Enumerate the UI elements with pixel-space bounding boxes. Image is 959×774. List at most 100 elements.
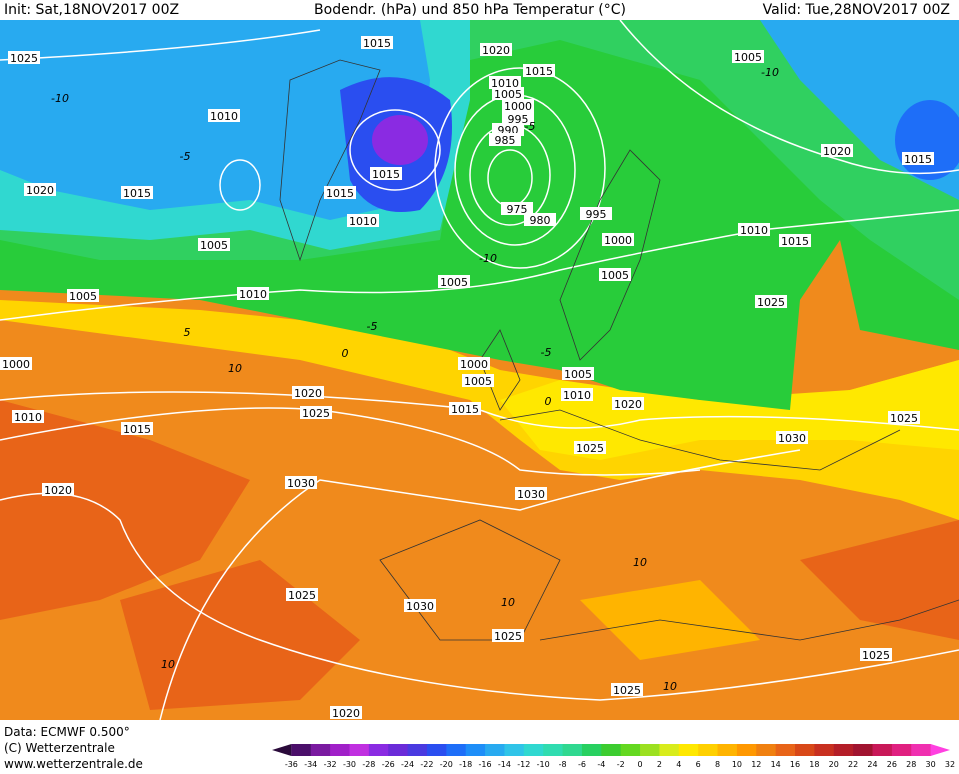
isobar-label: 1030: [517, 488, 545, 501]
isobar-label: 1025: [302, 407, 330, 420]
colorbar-swatch: [640, 744, 660, 756]
colorbar-tick-label: 22: [848, 760, 858, 769]
isobar-label: 1005: [464, 375, 492, 388]
colorbar-swatch: [523, 744, 544, 756]
isobar-label: 1005: [440, 276, 468, 289]
colorbar-arrow: [930, 744, 950, 756]
colorbar-tick-label: 14: [771, 760, 781, 769]
isobar-label: 1015: [123, 187, 151, 200]
isobar-label-box: [501, 202, 533, 215]
isobar-label-box: [561, 388, 593, 401]
colorbar-tick-label: -16: [479, 760, 492, 769]
colorbar-tick-label: -6: [578, 760, 586, 769]
isobar-label: 1015: [363, 37, 391, 50]
colorbar-swatch: [756, 744, 777, 756]
colorbar-swatch: [736, 744, 757, 756]
colorbar-tick-label: 2: [657, 760, 662, 769]
isobar-label-box: [458, 357, 490, 370]
isobar-label-box: [438, 275, 470, 288]
isobar-label: 1005: [200, 239, 228, 252]
isobar-label: 1030: [778, 432, 806, 445]
colorbar-swatch: [388, 744, 409, 756]
isobar-label: 1010: [740, 224, 768, 237]
isobar-label: 1025: [757, 296, 785, 309]
data-source: Data: ECMWF 0.500°: [4, 725, 130, 739]
colorbar-swatch: [620, 744, 641, 756]
isobar-label: 1025: [576, 442, 604, 455]
isobar-label: 1020: [482, 44, 510, 57]
isobar-label-box: [300, 406, 332, 419]
colorbar-tick-label: 8: [715, 760, 720, 769]
colorbar-swatch: [426, 744, 447, 756]
colorbar-swatch: [775, 744, 796, 756]
isobar-label: 1010: [491, 77, 519, 90]
isobar-label-box: [502, 112, 534, 125]
isobar-label-box: [24, 183, 56, 196]
temperature-label: 0: [545, 395, 552, 408]
colorbar-tick-label: -14: [498, 760, 511, 769]
isobar-label: 985: [495, 134, 516, 147]
temperature-label: -10: [761, 66, 779, 79]
isobar-label: 1025: [10, 52, 38, 65]
isobar-label-box: [821, 144, 853, 157]
colorbar-tick-label: -18: [459, 760, 472, 769]
isobar-label-box: [347, 214, 379, 227]
colorbar-tick-label: 28: [906, 760, 916, 769]
colorbar-tick-label: 20: [829, 760, 839, 769]
isobar-label-box: [0, 357, 32, 370]
isobar-label: 1010: [210, 110, 238, 123]
colorbar-swatch: [872, 744, 893, 756]
colorbar-tick-label: -10: [537, 760, 550, 769]
colorbar-tick-label: 12: [751, 760, 761, 769]
isobar-label-box: [492, 123, 524, 136]
colorbar-tick-label: 32: [945, 760, 955, 769]
isobar-label: 1005: [564, 368, 592, 381]
isobar-label: 1005: [601, 269, 629, 282]
colorbar-tick-label: -28: [362, 760, 375, 769]
colorbar-tick-label: -24: [401, 760, 414, 769]
colorbar-swatch: [678, 744, 699, 756]
colorbar-tick-label: 6: [696, 760, 701, 769]
colorbar-tick-label: 30: [926, 760, 936, 769]
isobar-label-box: [198, 238, 230, 251]
isobar-label: 1015: [781, 235, 809, 248]
isobar-label: 1025: [288, 589, 316, 602]
colorbar-tick-label: 0: [638, 760, 643, 769]
map-title: Bodendr. (hPa) und 850 hPa Temperatur (°…: [314, 2, 626, 18]
isobar-label-box: [755, 295, 787, 308]
colorbar-tick-label: 16: [790, 760, 800, 769]
temperature-label: -5: [525, 120, 536, 133]
isobar-label: 995: [586, 208, 607, 221]
isobar-label-box: [492, 629, 524, 642]
isobar-label: 1025: [613, 684, 641, 697]
colorbar-tick-label: 4: [676, 760, 681, 769]
isobar-label: 1020: [294, 387, 322, 400]
isobar-label-box: [492, 87, 524, 100]
colorbar-arrow: [272, 744, 292, 756]
isobar-label-box: [779, 234, 811, 247]
isobar-label: 1030: [287, 477, 315, 490]
isobar-label-box: [602, 233, 634, 246]
isobar-label: 1025: [862, 649, 890, 662]
isobar-label: 1005: [69, 290, 97, 303]
isobar-label-box: [902, 152, 934, 165]
isobar-label: 1015: [123, 423, 151, 436]
isobar-label-box: [67, 289, 99, 302]
isobar-label-box: [738, 223, 770, 236]
isobar-label-box: [237, 287, 269, 300]
colorbar-swatch: [349, 744, 370, 756]
isobar-label-box: [860, 648, 892, 661]
isobar-label: 1015: [372, 168, 400, 181]
isobar-label-box: [370, 167, 402, 180]
isobar-label-box: [292, 386, 324, 399]
colorbar-swatch: [795, 744, 815, 756]
isobar-label-box: [121, 186, 153, 199]
colorbar-tick-label: -34: [304, 760, 317, 769]
isobar-label-box: [574, 441, 606, 454]
isobar-label-box: [515, 487, 547, 500]
isobar-label: 1015: [525, 65, 553, 78]
isobar-label: 1010: [14, 411, 42, 424]
colorbar-swatch: [504, 744, 525, 756]
temperature-label: 0: [342, 347, 349, 360]
